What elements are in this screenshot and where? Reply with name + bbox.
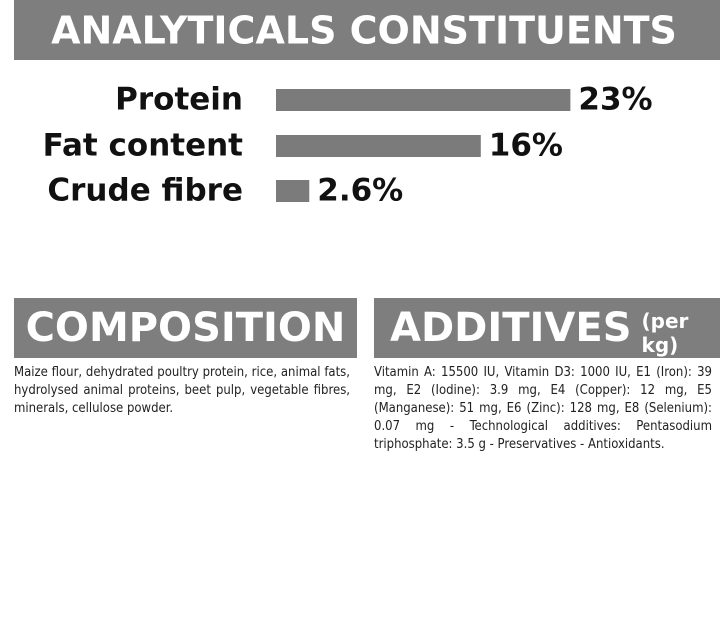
value-label: 16% — [489, 128, 563, 164]
category-label: Fat content — [43, 128, 244, 164]
additives-title: ADDITIVES — [390, 305, 632, 351]
value-label: 2.6% — [317, 173, 403, 209]
composition-band: COMPOSITION — [14, 298, 357, 358]
additives-subtitle: (per kg) — [641, 309, 689, 357]
additives-text: Vitamin A: 15500 IU, Vitamin D3: 1000 IU… — [374, 365, 712, 452]
value-label: 23% — [578, 82, 652, 118]
bar — [276, 180, 310, 202]
additives-band: ADDITIVES (per kg) — [374, 298, 720, 358]
category-label: Crude fibre — [47, 173, 243, 209]
chart: ANALYTICALS CONSTITUENTS Protein 23% Fat c… — [14, 0, 720, 209]
composition-title: COMPOSITION — [25, 305, 346, 351]
bar — [276, 89, 571, 111]
chart-title: ANALYTICALS CONSTITUENTS — [51, 9, 677, 53]
category-label: Protein — [115, 82, 243, 118]
bar — [276, 135, 481, 157]
composition-text: Maize flour, dehydrated poultry protein,… — [14, 365, 350, 416]
title-band — [14, 0, 720, 60]
